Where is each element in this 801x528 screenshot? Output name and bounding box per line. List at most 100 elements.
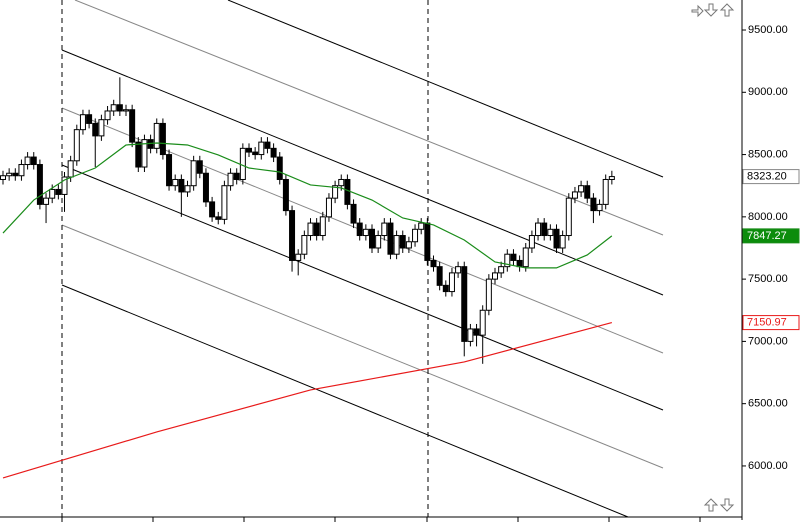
candle-body <box>73 129 80 162</box>
moving-average-line <box>2 142 613 269</box>
candle-body <box>289 210 296 261</box>
candle-body <box>412 228 419 243</box>
candle-body <box>282 178 289 212</box>
candle-body <box>510 253 517 261</box>
candle-body <box>498 266 505 274</box>
scroll-up-icon[interactable] <box>719 3 735 17</box>
candle-body <box>338 178 345 187</box>
scroll-down-icon[interactable] <box>703 3 719 17</box>
candle-body <box>239 147 246 180</box>
candle-body <box>467 328 474 342</box>
candle-body <box>135 141 142 168</box>
candle-body <box>227 172 234 187</box>
candle-body <box>98 119 105 137</box>
candle-body <box>381 222 388 237</box>
candle-body <box>596 203 603 212</box>
candle-body <box>325 197 332 218</box>
candle-body <box>79 114 86 131</box>
candle-body <box>547 228 554 237</box>
candle-body <box>295 253 302 261</box>
price-tag-box <box>742 228 800 244</box>
candle-body <box>233 172 240 180</box>
candle-body <box>608 176 615 180</box>
candle-body <box>270 147 277 158</box>
price-tag-label: 7150.97 <box>747 316 787 328</box>
candle-body <box>116 104 123 112</box>
candle-body <box>30 156 37 166</box>
candle-body <box>55 188 62 195</box>
candle-body <box>522 247 529 268</box>
moving-average-line <box>2 322 613 479</box>
candle-body <box>319 216 326 237</box>
candle-body <box>356 222 363 237</box>
candle-body <box>541 222 548 237</box>
candle-body <box>258 141 265 156</box>
candle-body <box>516 259 523 268</box>
candle-body <box>479 309 486 336</box>
y-tick-label: 7000.00 <box>748 335 788 347</box>
candle-body <box>129 109 136 143</box>
scroll-right-icon[interactable] <box>691 4 704 18</box>
price-tag-label: 7847.27 <box>747 230 787 242</box>
y-tick-label: 6000.00 <box>748 460 788 472</box>
price-tag-box <box>742 169 800 185</box>
y-tick-label: 6500.00 <box>748 398 788 410</box>
candle-body <box>190 160 197 187</box>
price-tag-label: 8323.20 <box>747 170 787 182</box>
candle-body <box>602 178 609 205</box>
candle-body <box>332 185 339 199</box>
candle-body <box>492 272 498 280</box>
scroll-icons[interactable] <box>691 3 735 512</box>
candle-body <box>215 216 222 220</box>
candle-body <box>535 222 542 237</box>
zoom-out-icon[interactable] <box>719 498 735 512</box>
candle-body <box>559 235 566 249</box>
candle-body <box>393 235 400 255</box>
candle-body <box>110 104 117 112</box>
x-axis-ticks <box>61 517 701 522</box>
candle-body <box>553 228 560 249</box>
candle-body <box>565 197 572 237</box>
candle-body <box>36 164 43 205</box>
candle-body <box>61 176 68 195</box>
candle-body <box>172 178 179 187</box>
candle-body <box>141 139 148 168</box>
candle-body <box>369 228 375 249</box>
channel-line <box>61 49 664 296</box>
candle-body <box>504 253 511 268</box>
candle-body <box>418 222 425 230</box>
y-tick-label: 7500.00 <box>748 273 788 285</box>
candle-body <box>86 114 93 124</box>
candle-body <box>405 241 412 249</box>
candle-body <box>375 235 382 249</box>
candle-body <box>104 110 111 121</box>
candle-body <box>221 185 228 220</box>
y-tick-label: 8000.00 <box>748 211 788 223</box>
candle-body <box>276 156 283 180</box>
zoom-in-icon[interactable] <box>703 498 719 512</box>
candle-body <box>0 175 6 180</box>
candle-body <box>252 151 259 156</box>
candle-body <box>92 122 99 137</box>
y-tick-label: 9500.00 <box>748 24 788 36</box>
candle-body <box>578 185 585 193</box>
candle-body <box>12 172 19 177</box>
candle-body <box>528 235 535 249</box>
candle-body <box>202 172 209 203</box>
candle-body <box>307 222 314 237</box>
candle-body <box>6 172 13 177</box>
candle-body <box>344 178 351 205</box>
candle-body <box>43 197 50 205</box>
channel-line <box>61 164 664 411</box>
candle-body <box>442 284 449 293</box>
candle-body <box>362 228 369 237</box>
candle-body <box>350 203 357 224</box>
channel-line <box>61 284 629 518</box>
candle-body <box>178 178 185 193</box>
channel-line <box>74 0 664 236</box>
channel-line <box>61 224 664 469</box>
candle-body <box>584 185 591 199</box>
y-tick-label: 8500.00 <box>748 148 788 160</box>
candle-body <box>399 235 406 249</box>
